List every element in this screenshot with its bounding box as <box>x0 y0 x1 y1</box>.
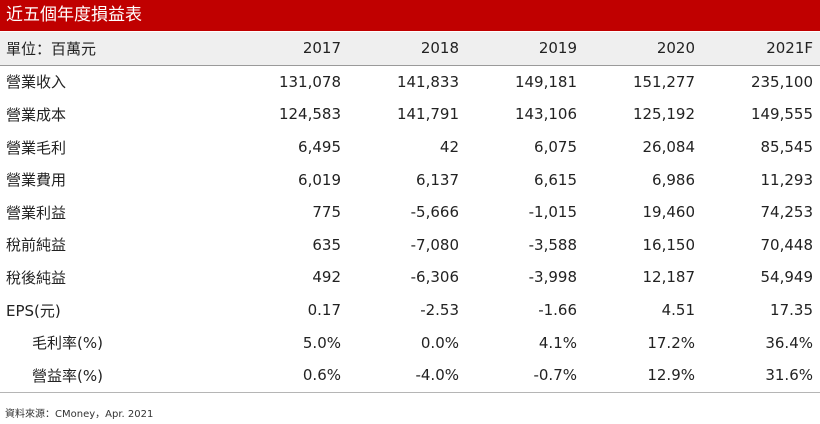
table-cell: -7,080 <box>410 235 459 254</box>
table-cell: 16,150 <box>642 235 696 254</box>
table-cell: -4.0% <box>348 358 466 393</box>
table-cell: -1.66 <box>538 301 577 320</box>
table-row: 毛利率(%) 5.0% 0.0% 4.1% 17.2% 36.4% <box>0 326 820 359</box>
row-label: 營業成本 <box>6 105 67 124</box>
table-row: 營業毛利 6,495 42 6,075 26,084 85,545 <box>0 131 820 164</box>
table-cell: 151,277 <box>632 72 695 91</box>
row-label: 毛利率(%) <box>32 334 103 353</box>
table-cell: 775 <box>312 203 341 222</box>
table-cell: 4.51 <box>661 301 695 320</box>
table-cell: 131,078 <box>278 72 341 91</box>
table-cell: 12.9% <box>584 358 702 393</box>
row-label: 營業利益 <box>6 203 67 222</box>
table-cell: -3,588 <box>528 235 577 254</box>
table-cell: 31.6% <box>702 358 820 393</box>
table-row: EPS(元) 0.17 -2.53 -1.66 4.51 17.35 <box>0 294 820 327</box>
table-row: 營業利益 775 -5,666 -1,015 19,460 74,253 <box>0 196 820 229</box>
table-row: 營益率(%) 0.6% -4.0% -0.7% 12.9% 31.6% <box>0 358 820 393</box>
table-row: 營業成本 124,583 141,791 143,106 125,192 149… <box>0 98 820 131</box>
table-row: 稅後純益 492 -6,306 -3,998 12,187 54,949 <box>0 261 820 294</box>
row-label: 營業費用 <box>6 171 67 190</box>
unit-label: 單位：百萬元 <box>0 32 230 66</box>
table-cell: 74,253 <box>760 203 814 222</box>
table-cell: 492 <box>312 268 341 287</box>
table-cell: 6,075 <box>534 138 577 157</box>
table-cell: 70,448 <box>760 235 814 254</box>
year-header: 2018 <box>348 32 466 66</box>
table-cell: 85,545 <box>760 138 814 157</box>
table-cell: 149,181 <box>514 72 577 91</box>
table-cell: 141,833 <box>396 72 459 91</box>
table-row: 營業費用 6,019 6,137 6,615 6,986 11,293 <box>0 163 820 196</box>
row-label: 營益率(%) <box>0 358 230 393</box>
table-cell: 0.0% <box>420 333 459 352</box>
table-cell: -0.7% <box>466 358 584 393</box>
table-cell: 11,293 <box>760 170 814 189</box>
year-header: 2020 <box>584 32 702 66</box>
row-label: EPS(元) <box>6 301 61 320</box>
row-label: 稅後純益 <box>6 268 67 287</box>
table-cell: 36.4% <box>765 333 813 352</box>
row-label: 營業收入 <box>6 73 67 92</box>
table-cell: -5,666 <box>410 203 459 222</box>
table-cell: 635 <box>312 235 341 254</box>
table-cell: 0.17 <box>307 301 341 320</box>
table-row: 營業收入 131,078 141,833 149,181 151,277 235… <box>0 65 820 98</box>
table-cell: 12,187 <box>642 268 696 287</box>
table-cell: 6,019 <box>298 170 341 189</box>
table-cell: 4.1% <box>538 333 577 352</box>
table-cell: -1,015 <box>528 203 577 222</box>
table-cell: 17.2% <box>647 333 695 352</box>
table-cell: 0.6% <box>230 358 348 393</box>
table-cell: 19,460 <box>642 203 696 222</box>
year-header: 2021F <box>702 32 820 66</box>
table-cell: 235,100 <box>750 72 813 91</box>
table-row: 稅前純益 635 -7,080 -3,588 16,150 70,448 <box>0 229 820 262</box>
table-cell: 143,106 <box>514 105 577 124</box>
table-cell: 141,791 <box>396 105 459 124</box>
table-cell: -3,998 <box>528 268 577 287</box>
table-cell: 17.35 <box>770 301 813 320</box>
table-cell: 125,192 <box>632 105 695 124</box>
table-cell: -6,306 <box>410 268 459 287</box>
table-cell: 54,949 <box>760 268 814 287</box>
year-header: 2017 <box>230 32 348 66</box>
table-cell: 26,084 <box>642 138 696 157</box>
table-cell: 6,986 <box>652 170 695 189</box>
table-cell: 5.0% <box>302 333 341 352</box>
income-statement-table: 單位：百萬元 2017 2018 2019 2020 2021F 營業收入 13… <box>0 32 820 393</box>
table-title: 近五個年度損益表 <box>0 0 820 31</box>
table-cell: 6,137 <box>416 170 459 189</box>
source-note: 資料來源：CMoney，Apr. 2021 <box>5 409 154 420</box>
row-label: 稅前純益 <box>6 236 67 255</box>
table-cell: 6,495 <box>298 138 341 157</box>
table-cell: 149,555 <box>750 105 813 124</box>
table-header-row: 單位：百萬元 2017 2018 2019 2020 2021F <box>0 32 820 66</box>
table-cell: 42 <box>439 138 459 157</box>
table-cell: 6,615 <box>534 170 577 189</box>
table-cell: 124,583 <box>278 105 341 124</box>
table-cell: -2.53 <box>420 301 459 320</box>
year-header: 2019 <box>466 32 584 66</box>
row-label: 營業毛利 <box>6 138 67 157</box>
